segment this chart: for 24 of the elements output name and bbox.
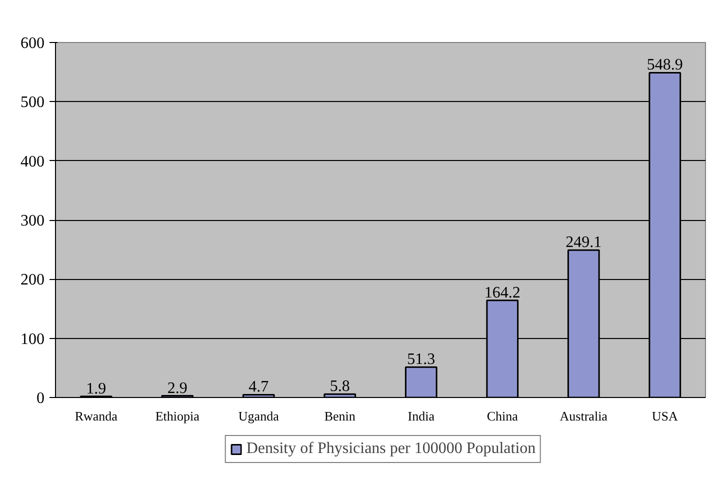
data-label: 51.3 (407, 351, 436, 368)
data-label: 1.9 (86, 380, 106, 398)
x-tick-label: India (408, 408, 435, 424)
x-tick-label: Benin (324, 408, 356, 424)
data-label: 548.9 (646, 56, 683, 74)
data-label: 4.7 (248, 378, 269, 396)
data-label: 249.1 (566, 234, 602, 252)
y-tick-label: 600 (20, 35, 44, 52)
y-tick-label: 0 (36, 390, 44, 407)
x-tick-label: Australia (560, 408, 608, 424)
x-tick-label: Rwanda (74, 408, 118, 424)
x-tick-label: China (486, 408, 518, 424)
y-tick-label: 500 (20, 94, 44, 112)
y-tick-label: 100 (20, 330, 44, 348)
data-label: 2.9 (167, 380, 188, 397)
y-tick-label: 300 (20, 212, 44, 230)
data-label: 5.8 (330, 378, 350, 396)
legend-label: Density of Physicians per 100000 Population (246, 440, 536, 458)
y-tick-label: 400 (20, 153, 44, 170)
x-tick-label: Uganda (238, 408, 280, 424)
y-tick-label: 200 (20, 272, 44, 289)
data-label: 164.2 (484, 284, 520, 302)
x-tick-label: USA (652, 408, 678, 424)
x-tick-label: Ethiopia (155, 408, 200, 424)
